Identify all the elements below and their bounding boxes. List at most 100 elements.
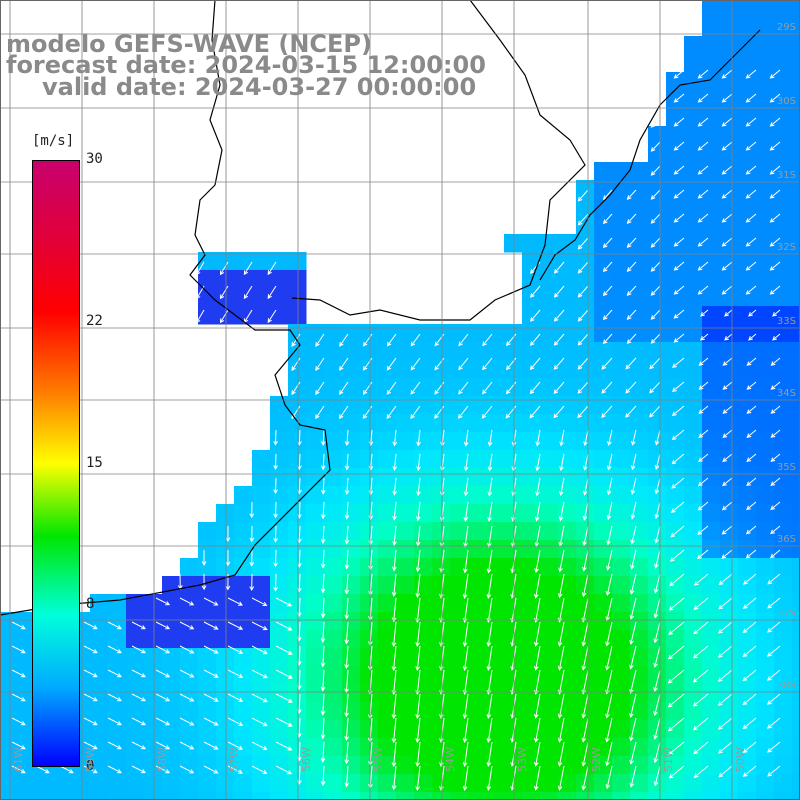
wind-cell-99 (684, 198, 703, 217)
wind-arrow-152 (482, 381, 493, 395)
wind-cell-979 (324, 702, 343, 721)
wind-arrow-240 (511, 477, 517, 497)
wind-arrow-339 (533, 573, 541, 599)
wind-cell-1056 (90, 738, 109, 757)
wind-cell-332 (666, 378, 685, 397)
wind-arrow-214 (416, 453, 421, 472)
wind-cell-985 (432, 702, 451, 721)
wind-cell-324 (522, 378, 541, 397)
wind-arrow-315 (582, 549, 589, 572)
wind-cell-383 (504, 414, 523, 433)
wind-cell-1182 (738, 774, 757, 793)
wind-arrow-227 (722, 453, 733, 463)
wind-arrow-58 (243, 261, 253, 276)
wind-arrow-512 (83, 717, 98, 726)
wind-cell-935 (342, 684, 361, 703)
wind-cell-625 (180, 558, 199, 577)
wind-arrow-401 (581, 621, 589, 647)
wind-cell-819 (684, 630, 703, 649)
wind-cell-321 (468, 378, 487, 397)
wind-arrow-354 (251, 597, 268, 606)
wind-cell-654 (702, 558, 721, 577)
wind-cell-211 (576, 306, 595, 325)
wind-arrow-24 (673, 165, 685, 175)
wind-cell-124 (594, 234, 613, 253)
wind-cell-271 (612, 342, 631, 361)
wind-arrow-475 (767, 669, 781, 681)
wind-cell-842 (288, 648, 307, 667)
wind-cell-395 (720, 414, 739, 433)
wind-cell-824 (774, 630, 793, 649)
wind-cell-159 (216, 270, 235, 289)
wind-arrow-396 (462, 621, 469, 648)
colorbar-tick-8: 8 (86, 596, 95, 613)
wind-cell-695 (792, 576, 800, 595)
wind-cell-1006 (0, 720, 19, 739)
wind-cell-174 (702, 270, 721, 289)
wind-arrow-144 (291, 381, 301, 396)
wind-cell-1143 (36, 774, 55, 793)
wind-arrow-179 (625, 405, 637, 418)
wind-cell-993 (576, 702, 595, 721)
wind-cell-554 (756, 504, 775, 523)
wind-cell-1211 (450, 792, 469, 800)
wind-cell-487 (720, 468, 739, 487)
wind-cell-1197 (198, 792, 217, 800)
wind-cell-152 (702, 252, 721, 271)
wind-cell-768 (576, 612, 595, 631)
wind-cell-791 (180, 630, 199, 649)
wind-arrow-234 (368, 477, 374, 496)
wind-cell-987 (468, 702, 487, 721)
wind-cell-580 (612, 522, 631, 541)
wind-cell-939 (414, 684, 433, 703)
wind-arrow-369 (605, 597, 613, 622)
wind-cell-1075 (432, 738, 451, 757)
wind-cell-513 (612, 486, 631, 505)
wind-cell-344 (342, 396, 361, 415)
wind-arrow-470 (653, 669, 661, 693)
wind-cell-946 (540, 684, 559, 703)
wind-cell-755 (342, 612, 361, 631)
wind-cell-801 (360, 630, 379, 649)
wind-cell-157 (792, 252, 800, 271)
wind-cell-910 (702, 666, 721, 685)
wind-cell-166 (558, 270, 577, 289)
wind-cell-966 (90, 702, 109, 721)
wind-cell-650 (630, 558, 649, 577)
wind-cell-191 (612, 288, 631, 307)
wind-cell-721 (540, 594, 559, 613)
wind-cell-402 (306, 432, 325, 451)
wind-cell-1068 (306, 738, 325, 757)
wind-cell-231 (414, 324, 433, 343)
wind-arrow-228 (746, 453, 757, 462)
wind-arrow-527 (439, 717, 445, 744)
wind-cell-524 (216, 504, 235, 523)
wind-cell-571 (450, 522, 469, 541)
wind-arrow-13 (697, 117, 709, 127)
wind-cell-1040 (612, 720, 631, 739)
wind-arrow-14 (721, 117, 733, 127)
wind-arrow-321 (721, 549, 733, 559)
wind-cell-5 (792, 0, 800, 19)
wind-cell-463 (288, 468, 307, 487)
wind-cell-408 (414, 432, 433, 451)
wind-arrow-605 (718, 765, 733, 778)
wind-cell-1096 (0, 756, 19, 775)
wind-cell-922 (108, 684, 127, 703)
wind-cell-641 (468, 558, 487, 577)
wind-cell-962 (18, 702, 37, 721)
wind-cell-676 (450, 576, 469, 595)
wind-cell-638 (414, 558, 433, 577)
wind-cell-624 (792, 540, 800, 559)
wind-cell-268 (558, 342, 577, 361)
wind-cell-86 (684, 180, 703, 199)
wind-cell-1102 (108, 756, 127, 775)
wind-cell-684 (594, 576, 613, 595)
wind-cell-1035 (522, 720, 541, 739)
wind-cell-540 (504, 504, 523, 523)
wind-cell-405 (360, 432, 379, 451)
wind-cell-1202 (288, 792, 307, 800)
wind-cell-160 (234, 270, 253, 289)
wind-cell-397 (756, 414, 775, 433)
wind-cell-37 (720, 90, 739, 109)
